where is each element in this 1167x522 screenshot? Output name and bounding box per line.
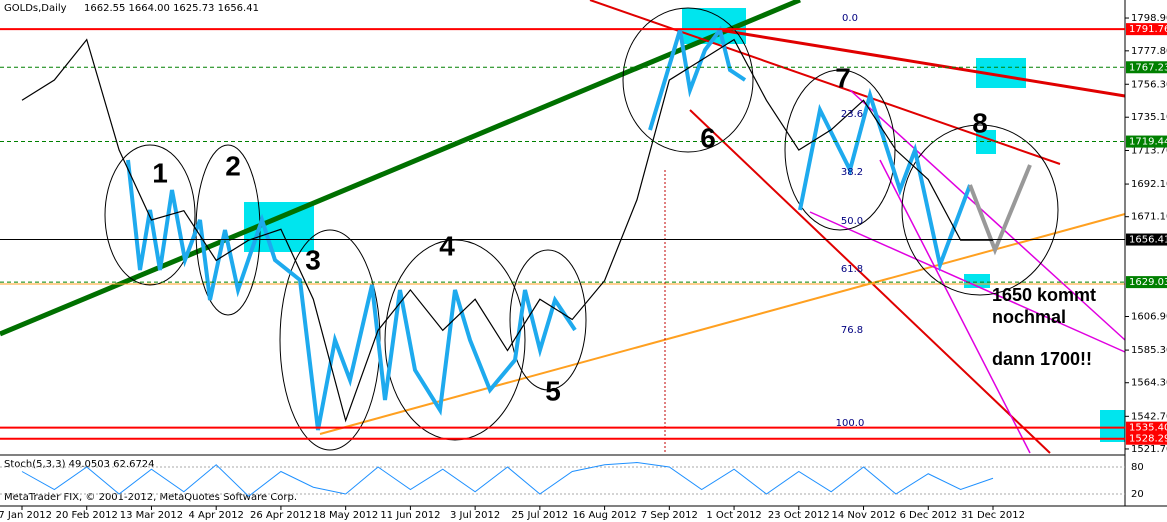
- price-level-box: [1126, 421, 1167, 434]
- x-tick-label: 14 Nov 2012: [832, 510, 896, 521]
- x-tick-label: 11 Jun 2012: [380, 510, 440, 521]
- price-level-label: 1656.41: [1129, 235, 1167, 246]
- copyright: MetaTrader FIX, © 2001-2012, MetaQuotes …: [4, 492, 297, 503]
- note: nochmal: [992, 307, 1066, 327]
- wave-label: 2: [225, 150, 241, 181]
- price-level-box: [1126, 135, 1167, 148]
- x-tick-label: 20 Feb 2012: [56, 510, 118, 521]
- price-level-label: 1719.44: [1129, 137, 1167, 148]
- stoch-tick-label: 80: [1131, 462, 1144, 473]
- x-tick-label: 4 Apr 2012: [188, 510, 243, 521]
- wave-label: 6: [700, 122, 716, 153]
- wave-label: 8: [972, 107, 988, 138]
- price-level-label: 1528.29: [1129, 434, 1167, 445]
- fib-level-label: 76.8: [841, 325, 863, 336]
- chart-title: GOLDs,Daily: [4, 3, 67, 14]
- fib-level-label: 38.2: [841, 167, 863, 178]
- x-tick-label: 1 Oct 2012: [706, 510, 761, 521]
- x-tick-label: 26 Apr 2012: [250, 510, 312, 521]
- price-level-label: 1535.40: [1129, 423, 1167, 434]
- wave-label: 4: [439, 230, 455, 261]
- x-tick-label: 16 Aug 2012: [573, 510, 637, 521]
- stoch-tick-label: 20: [1131, 489, 1144, 500]
- y-tick-label: 1735.10: [1131, 112, 1167, 123]
- price-level-label: 1791.76: [1129, 24, 1167, 35]
- price-level-box: [1126, 276, 1167, 289]
- y-tick-label: 1521.70: [1131, 444, 1167, 455]
- y-tick-label: 1777.80: [1131, 46, 1167, 57]
- y-tick-label: 1671.10: [1131, 212, 1167, 223]
- stoch-title: Stoch(5,3,3) 49.0503 62.6724: [4, 459, 155, 470]
- price-level-box: [1126, 61, 1167, 74]
- price-level-box: [1126, 23, 1167, 36]
- price-line: [21, 38, 993, 423]
- fib-level-label: 0.0: [842, 13, 858, 24]
- fib-level-label: 100.0: [836, 418, 865, 429]
- x-tick-label: 13 Mar 2012: [120, 510, 183, 521]
- x-tick-label: 31 Dec 2012: [961, 510, 1025, 521]
- annotations: [0, 0, 1167, 507]
- note: dann 1700!!: [992, 349, 1092, 369]
- y-tick-label: 1564.30: [1131, 378, 1167, 389]
- price-level-label: 1767.23: [1129, 62, 1167, 73]
- price-level-box: [1126, 432, 1167, 445]
- fib-level-label: 23.6: [841, 109, 863, 120]
- ohlc: 1662.55 1664.00 1625.73 1656.41: [84, 3, 259, 14]
- fib-level-label: 61.8: [841, 264, 863, 275]
- price-level-box: [1126, 233, 1167, 246]
- stoch-line: [21, 461, 994, 497]
- wave-label: 7: [835, 62, 851, 93]
- fib-level-label: 50.0: [841, 216, 863, 227]
- y-tick-label: 1798.90: [1131, 13, 1167, 24]
- x-tick-label: 25 Jul 2012: [512, 510, 569, 521]
- x-tick-label: 6 Dec 2012: [900, 510, 958, 521]
- price-level-label: 1629.03: [1129, 277, 1167, 288]
- y-tick-label: 1585.30: [1131, 345, 1167, 356]
- y-tick-label: 1606.90: [1131, 312, 1167, 323]
- y-tick-label: 1542.70: [1131, 411, 1167, 422]
- x-tick-label: 23 Oct 2012: [768, 510, 830, 521]
- y-tick-label: 1692.10: [1131, 179, 1167, 190]
- y-tick-label: 1756.30: [1131, 79, 1167, 90]
- note: 1650 kommt: [992, 285, 1096, 305]
- y-tick-label: 1713.70: [1131, 145, 1167, 156]
- x-tick-label: 7 Sep 2012: [641, 510, 698, 521]
- wave-label: 1: [152, 157, 168, 188]
- x-tick-label: 27 Jan 2012: [0, 510, 52, 521]
- wave-label: 3: [305, 244, 321, 275]
- wave-label: 5: [545, 375, 561, 406]
- x-tick-label: 18 May 2012: [313, 510, 378, 521]
- x-tick-label: 3 Jul 2012: [450, 510, 500, 521]
